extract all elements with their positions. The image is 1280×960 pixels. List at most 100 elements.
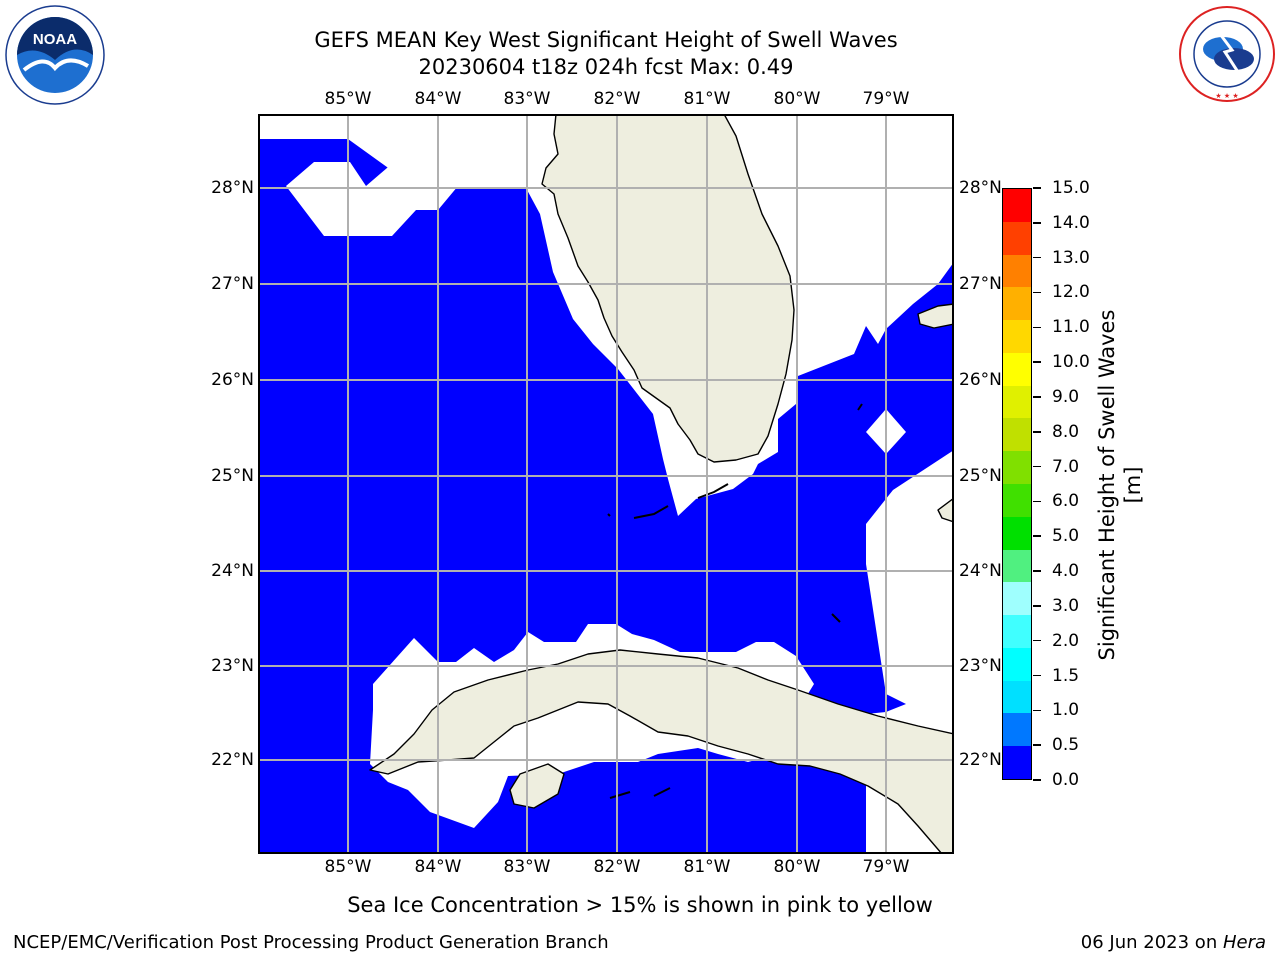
- colorbar-cell: [1003, 319, 1031, 353]
- colorbar-tick-label: 1.5: [1052, 665, 1080, 686]
- colorbar-tick: [1033, 187, 1041, 189]
- colorbar-tick-label: 15.0: [1052, 178, 1090, 198]
- colorbar-tick-label: 11.0: [1052, 317, 1090, 338]
- colorbar-cell: [1003, 385, 1031, 419]
- lon-label-top: 80°W: [773, 89, 821, 109]
- colorbar-tick: [1033, 291, 1041, 294]
- noaa-logo: NOAA: [4, 4, 106, 106]
- lat-label-right: 27°N: [959, 274, 1002, 294]
- florida-keys: [607, 403, 863, 799]
- lat-label-left: 27°N: [211, 274, 254, 294]
- colorbar-cell: [1003, 417, 1031, 452]
- colorbar-tick: [1033, 361, 1041, 363]
- map-panel: [258, 113, 955, 855]
- lon-label-top: 79°W: [862, 89, 910, 109]
- colorbar-tick-label: 8.0: [1052, 421, 1080, 442]
- colorbar-cell: [1003, 483, 1031, 517]
- lat-label-right: 24°N: [959, 561, 1002, 581]
- colorbar-tick: [1033, 605, 1041, 607]
- lon-label-top: 85°W: [324, 89, 372, 109]
- florida-land: [541, 113, 795, 463]
- lon-label-bottom: 85°W: [324, 857, 372, 877]
- date-text: 06 Jun 2023 on: [1080, 932, 1223, 953]
- colorbar-cell: [1003, 745, 1031, 779]
- map-border: [258, 114, 954, 854]
- colorbar-tick-label: 0.5: [1052, 735, 1080, 756]
- machine-name: Hera: [1222, 932, 1266, 953]
- lat-label-right: 25°N: [959, 466, 1002, 486]
- lon-label-bottom: 79°W: [862, 857, 910, 877]
- lat-label-left: 24°N: [211, 561, 254, 581]
- lon-label-top: 82°W: [593, 89, 641, 109]
- colorbar-tick: [1033, 326, 1041, 329]
- lat-label-left: 25°N: [211, 466, 254, 486]
- graticule: [258, 114, 954, 854]
- lat-label-right: 26°N: [959, 370, 1002, 390]
- lat-label-right: 23°N: [959, 656, 1002, 676]
- noaa-logo-text: NOAA: [33, 31, 77, 48]
- colorbar-cell: [1003, 581, 1031, 616]
- colorbar-tick-label: 6.0: [1052, 491, 1080, 512]
- colorbar-tick-label: 7.0: [1052, 456, 1080, 477]
- lon-label-bottom: 81°W: [683, 857, 731, 877]
- colorbar-tick: [1033, 744, 1041, 746]
- lon-label-top: 83°W: [503, 89, 551, 109]
- colorbar-tick-label: 4.0: [1052, 561, 1080, 582]
- colorbar-cell: [1003, 254, 1031, 288]
- colorbar-tick: [1033, 709, 1041, 712]
- colorbar-cell: [1003, 450, 1031, 484]
- colorbar-tick: [1033, 674, 1041, 677]
- colorbar-tick: [1033, 465, 1041, 468]
- colorbar-tick: [1033, 256, 1041, 259]
- lat-label-left: 22°N: [211, 750, 254, 770]
- lon-label-top: 81°W: [683, 89, 731, 109]
- colorbar-cell: [1003, 680, 1031, 714]
- colorbar-tick-label: 0.0: [1052, 770, 1080, 790]
- lat-label-left: 23°N: [211, 656, 254, 676]
- colorbar-tick-label: 2.0: [1052, 630, 1080, 651]
- colorbar-tick-label: 12.0: [1052, 282, 1090, 303]
- colorbar-cell: [1003, 352, 1031, 386]
- colorbar-tick-label: 14.0: [1052, 212, 1090, 233]
- colorbar-tick: [1033, 639, 1041, 642]
- colorbar-cell: [1003, 516, 1031, 550]
- colorbar-tick: [1033, 779, 1041, 781]
- colorbar-tick: [1033, 396, 1041, 398]
- colorbar-cell: [1003, 286, 1031, 321]
- nws-logo: ★ ★ ★: [1176, 4, 1278, 104]
- lon-label-bottom: 82°W: [593, 857, 641, 877]
- date-stamp: 06 Jun 2023 on Hera: [1081, 932, 1266, 954]
- lat-label-left: 28°N: [211, 178, 254, 198]
- colorbar-tick-label: 1.0: [1052, 700, 1080, 721]
- colorbar-tick-label: 13.0: [1052, 247, 1090, 268]
- lon-label-bottom: 80°W: [773, 857, 821, 877]
- colorbar-tick-label: 10.0: [1052, 352, 1090, 373]
- colorbar-cell: [1003, 221, 1031, 255]
- colorbar-cell: [1003, 647, 1031, 681]
- lat-label-left: 26°N: [211, 370, 254, 390]
- isle-of-youth-land: [509, 763, 565, 809]
- lat-label-right: 28°N: [959, 178, 1002, 198]
- colorbar-tick: [1033, 535, 1041, 537]
- lon-label-bottom: 84°W: [414, 857, 462, 877]
- credit-text: NCEP/EMC/Verification Post Processing Pr…: [13, 932, 609, 953]
- chart-title: GEFS MEAN Key West Significant Height of…: [314, 28, 898, 52]
- lon-label-top: 84°W: [414, 89, 462, 109]
- map-svg: [258, 113, 955, 855]
- colorbar-cell: [1003, 614, 1031, 648]
- lon-label-bottom: 83°W: [503, 857, 551, 877]
- colorbar-cell: [1003, 712, 1031, 747]
- colorbar-tick-label: 5.0: [1052, 526, 1080, 547]
- colorbar-tick-label: 9.0: [1052, 386, 1080, 407]
- colorbar-tick-label: 3.0: [1052, 595, 1080, 616]
- sea-ice-note: Sea Ice Concentration > 15% is shown in …: [347, 893, 933, 917]
- colorbar-tick: [1033, 222, 1041, 224]
- cuba-land: [369, 649, 955, 855]
- chart-subtitle: 20230604 t18z 024h fcst Max: 0.49: [418, 55, 794, 79]
- colorbar-title: Significant Height of Swell Waves [m]: [1095, 309, 1145, 661]
- svg-text:★ ★ ★: ★ ★ ★: [1215, 92, 1238, 100]
- colorbar-tick: [1033, 500, 1041, 503]
- colorbar-cell: [1003, 188, 1031, 222]
- colorbar: [1002, 188, 1032, 780]
- colorbar-tick: [1033, 431, 1041, 433]
